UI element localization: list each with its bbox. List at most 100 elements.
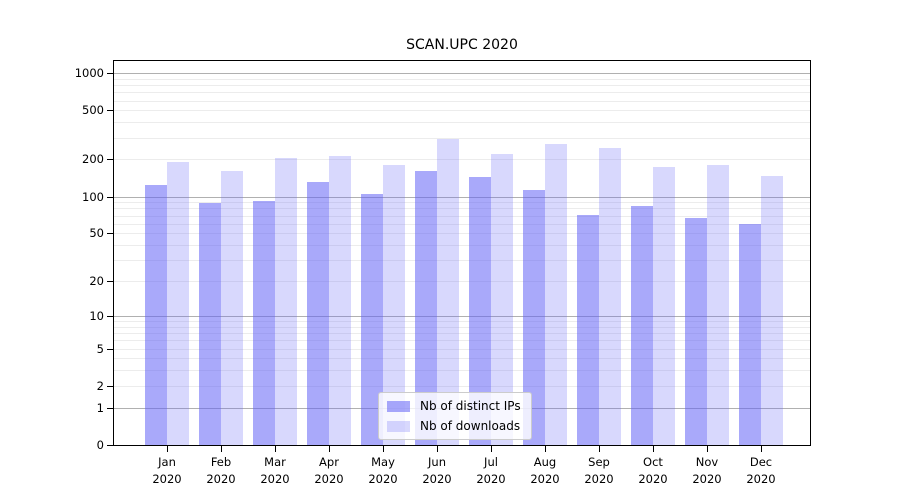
x-tick-mark [545, 445, 546, 452]
x-tick-mark [329, 445, 330, 452]
bar-distinct-ips-apr [307, 182, 329, 445]
bar-distinct-ips-jun [415, 171, 437, 445]
minor-gridline [114, 321, 810, 322]
legend-swatch [387, 420, 410, 432]
x-tick-label: Sep 2020 [584, 455, 614, 486]
y-tick-label: 10 [89, 308, 104, 323]
y-tick-label: 100 [82, 189, 104, 204]
legend-label: Nb of downloads [420, 419, 521, 433]
bar-distinct-ips-jul [469, 177, 491, 445]
bar-downloads-apr [329, 155, 351, 445]
bar-distinct-ips-dec [739, 223, 761, 445]
minor-gridline [114, 233, 810, 235]
y-tick-label: 20 [89, 274, 104, 289]
bar-downloads-oct [653, 166, 675, 445]
y-tick-label: 1000 [74, 66, 104, 80]
bar-downloads-nov [707, 165, 729, 445]
y-tick-label: 5 [96, 341, 104, 356]
x-tick-label: Nov 2020 [692, 455, 722, 486]
x-tick-label: Dec 2020 [746, 455, 776, 486]
x-tick-mark [707, 445, 708, 452]
y-tick-mark [107, 348, 114, 350]
legend-label: Nb of distinct IPs [420, 399, 521, 413]
bar-downloads-dec [761, 176, 783, 445]
x-tick-mark [599, 445, 600, 452]
bar-distinct-ips-jan [145, 185, 167, 445]
bar-downloads-sep [599, 148, 621, 445]
x-tick-label: Jul 2020 [476, 455, 506, 486]
x-tick-label: Oct 2020 [638, 455, 668, 486]
minor-gridline [114, 202, 810, 204]
chart-title: SCAN.UPC 2020 [406, 37, 518, 53]
legend-item: Nb of distinct IPs [387, 396, 521, 416]
minor-gridline [114, 385, 810, 387]
bar-distinct-ips-oct [631, 205, 653, 445]
x-tick-mark [653, 445, 654, 452]
x-tick-mark [437, 445, 438, 452]
y-tick-mark [107, 385, 114, 387]
minor-gridline [114, 260, 810, 262]
x-tick-label: Jun 2020 [422, 455, 452, 486]
minor-gridline [114, 208, 810, 210]
legend-item: Nb of downloads [387, 416, 521, 436]
bar-downloads-mar [275, 157, 297, 445]
y-tick-label: 2 [96, 378, 104, 393]
x-tick-mark [221, 445, 222, 452]
y-tick-mark [107, 315, 114, 317]
major-gridline [114, 196, 810, 198]
x-tick-mark [761, 445, 762, 452]
minor-gridline [114, 122, 810, 124]
minor-gridline [114, 245, 810, 246]
minor-gridline [114, 348, 810, 350]
y-tick-label: 200 [82, 152, 104, 167]
legend: Nb of distinct IPs Nb of downloads [378, 392, 532, 440]
legend-swatch [387, 400, 410, 412]
minor-gridline [114, 215, 810, 217]
bar-downloads-jul [491, 154, 513, 445]
bar-downloads-jan [167, 161, 189, 445]
y-tick-label: 0 [96, 438, 104, 452]
bar-distinct-ips-nov [685, 217, 707, 445]
x-tick-label: Feb 2020 [206, 455, 236, 486]
x-tick-mark [491, 445, 492, 452]
x-tick-label: Mar 2020 [260, 455, 290, 486]
y-tick-mark [107, 110, 114, 112]
bar-downloads-may [383, 165, 405, 445]
minor-gridline [114, 340, 810, 342]
x-tick-label: May 2020 [368, 455, 398, 486]
minor-gridline [114, 85, 810, 86]
major-gridline [114, 73, 810, 74]
minor-gridline [114, 333, 810, 334]
y-tick-mark [107, 445, 114, 446]
minor-gridline [114, 370, 810, 372]
bar-distinct-ips-feb [199, 203, 221, 445]
y-tick-mark [107, 196, 114, 198]
x-tick-mark [275, 445, 276, 452]
plot-area: Nb of distinct IPs Nb of downloads 0 1 2 5 10… [75, 60, 811, 486]
y-tick-mark [107, 233, 114, 235]
x-tick-label: Jan 2020 [152, 455, 182, 486]
bar-distinct-ips-sep [577, 214, 599, 445]
y-tick-mark [107, 407, 114, 409]
bar-distinct-ips-may [361, 193, 383, 445]
minor-gridline [114, 110, 810, 112]
minor-gridline [114, 281, 810, 283]
x-tick-mark [383, 445, 384, 452]
y-tick-label: 1 [96, 400, 104, 415]
bar-distinct-ips-aug [523, 190, 545, 445]
y-tick-label: 500 [82, 103, 104, 118]
bar-downloads-aug [545, 143, 567, 445]
y-tick-mark [107, 281, 114, 283]
minor-gridline [114, 159, 810, 161]
bar-distinct-ips-mar [253, 200, 275, 445]
x-tick-label: Aug 2020 [530, 455, 560, 486]
minor-gridline [114, 92, 810, 94]
y-tick-label: 50 [89, 226, 104, 241]
minor-gridline [114, 223, 810, 225]
y-tick-mark [107, 159, 114, 161]
bar-downloads-feb [221, 170, 243, 445]
x-tick-mark [167, 445, 168, 452]
minor-gridline [114, 78, 810, 80]
minor-gridline [114, 358, 810, 360]
